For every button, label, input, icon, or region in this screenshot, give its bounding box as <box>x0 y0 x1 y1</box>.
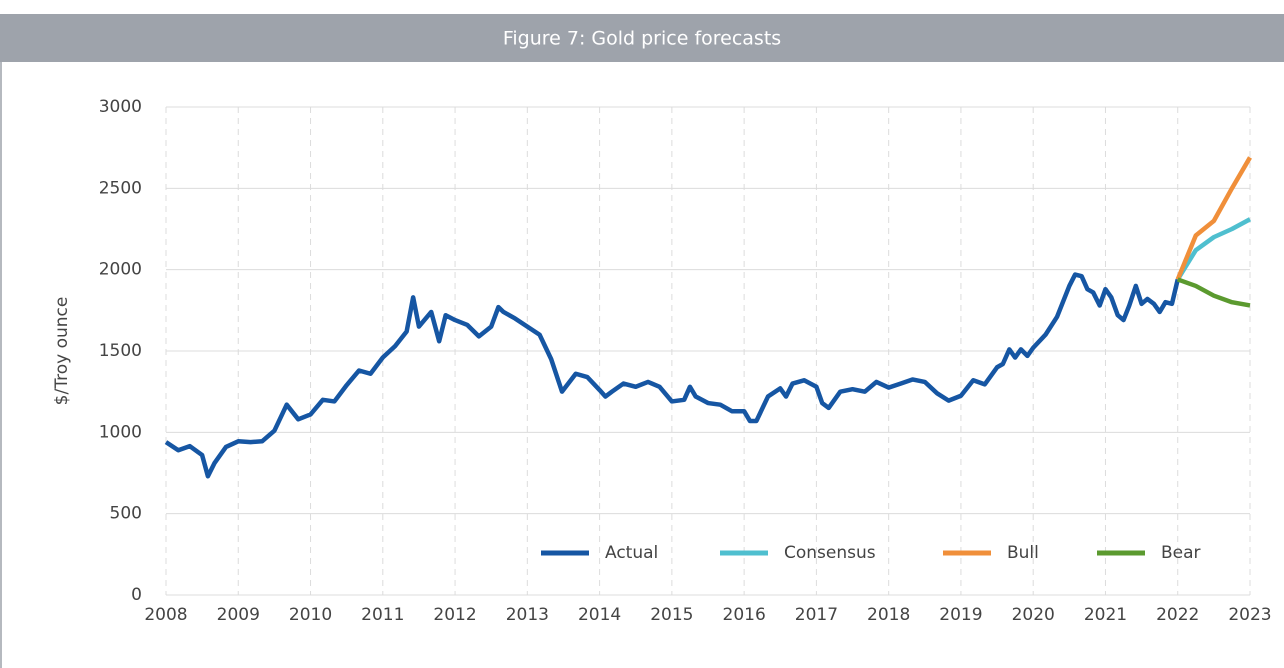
x-tick-label: 2023 <box>1228 605 1271 625</box>
y-tick-label: 2500 <box>99 178 142 198</box>
series-line <box>1175 156 1252 281</box>
y-tick-label: 500 <box>110 504 142 524</box>
x-tick-label: 2017 <box>795 605 838 625</box>
y-tick-label: 1500 <box>99 341 142 361</box>
series-line <box>164 272 1180 479</box>
x-tick-label: 2014 <box>578 605 621 625</box>
y-tick-label: 1000 <box>99 422 142 442</box>
series-line <box>1176 277 1251 308</box>
x-tick-label: 2012 <box>433 605 476 625</box>
y-axis-label: $/Troy ounce <box>52 297 72 406</box>
chart-title: Figure 7: Gold price forecasts <box>503 28 781 50</box>
y-tick-label: 2000 <box>99 260 142 280</box>
x-tick-label: 2011 <box>361 605 404 625</box>
header-bar <box>0 14 1284 62</box>
x-tick-label: 2009 <box>217 605 260 625</box>
legend-label: Bear <box>1161 543 1201 563</box>
x-tick-label: 2022 <box>1156 605 1199 625</box>
y-tick-label: 3000 <box>99 97 142 117</box>
x-tick-label: 2010 <box>289 605 332 625</box>
x-tick-label: 2021 <box>1084 605 1127 625</box>
series-line <box>1175 217 1252 281</box>
x-tick-label: 2008 <box>144 605 187 625</box>
y-tick-label: 0 <box>131 585 142 605</box>
x-tick-label: 2019 <box>939 605 982 625</box>
x-tick-label: 2016 <box>723 605 766 625</box>
legend-label: Consensus <box>784 543 876 563</box>
legend-label: Actual <box>605 543 658 563</box>
legend-label: Bull <box>1007 543 1039 563</box>
x-tick-label: 2013 <box>506 605 549 625</box>
x-tick-label: 2018 <box>867 605 910 625</box>
x-tick-label: 2020 <box>1012 605 1055 625</box>
x-tick-label: 2015 <box>650 605 693 625</box>
